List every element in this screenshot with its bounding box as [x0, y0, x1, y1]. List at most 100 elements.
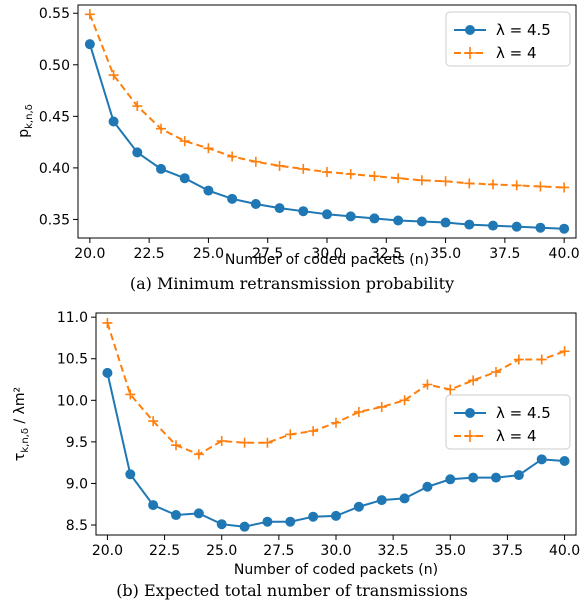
data-point	[239, 521, 250, 532]
x-tick-label: 30.0	[320, 543, 351, 559]
x-tick-label: 40.0	[549, 543, 580, 559]
figure-caption-a: (a) Minimum retransmission probability	[130, 274, 454, 293]
x-tick-label: 22.5	[149, 543, 180, 559]
data-point	[399, 395, 410, 406]
data-point	[148, 500, 159, 511]
data-point	[274, 203, 285, 214]
series-layer	[84, 9, 570, 234]
data-point	[345, 169, 356, 180]
data-point	[102, 317, 113, 328]
data-point	[216, 519, 227, 530]
data-point	[513, 354, 524, 365]
data-point	[250, 198, 261, 209]
data-point	[376, 495, 387, 506]
chart-panel-b: 20.0 22.5 25.0 27.5 30.0 32.5 35.0 37.5 40.0 8.5…	[12, 310, 580, 600]
data-point	[132, 101, 143, 112]
data-point	[102, 367, 113, 378]
data-point	[536, 354, 547, 365]
data-point	[227, 193, 238, 204]
x-axis-label: Number of coded packets (n)	[234, 562, 438, 578]
x-tick-label: 35.0	[435, 543, 466, 559]
y-tick-label: 0.55	[39, 6, 70, 22]
data-point	[416, 216, 427, 227]
data-point	[179, 136, 190, 147]
y-axis-label: τk,n,δ / λm²	[12, 387, 31, 461]
data-point	[511, 221, 522, 232]
data-point	[84, 39, 95, 50]
data-point	[156, 123, 166, 134]
y-tick-label: 10.0	[57, 393, 88, 409]
x-axis-ticks: 20.0 22.5 25.0 27.5 30.0 32.5 35.0 37.5 40.0	[74, 238, 580, 262]
y-axis-ticks: 8.5 9.0 9.5 10.0 10.5 11.0	[57, 310, 96, 534]
data-point	[440, 217, 451, 228]
data-point	[308, 426, 319, 437]
x-tick-label: 25.0	[206, 543, 237, 559]
data-point	[422, 481, 433, 492]
data-point	[353, 406, 364, 417]
data-point	[491, 472, 501, 483]
data-point	[369, 213, 380, 224]
data-point	[108, 70, 119, 81]
legend: λ = 4.5 λ = 4	[445, 11, 571, 67]
x-tick-label: 35.0	[430, 246, 461, 262]
data-point	[491, 367, 501, 378]
x-tick-label: 30.0	[311, 246, 342, 262]
legend-marker-series-a	[465, 408, 475, 418]
data-point	[125, 469, 136, 480]
data-point	[511, 180, 522, 191]
x-tick-label: 20.0	[74, 246, 105, 262]
data-point	[559, 223, 570, 234]
data-point	[393, 173, 404, 184]
data-point	[262, 437, 273, 448]
series-layer	[102, 317, 570, 532]
x-tick-label: 20.0	[92, 543, 123, 559]
data-point	[468, 375, 479, 386]
y-axis-label-symbol: τ	[12, 453, 28, 461]
data-point	[156, 163, 166, 174]
data-point	[535, 181, 546, 192]
data-point	[171, 440, 181, 451]
x-tick-label: 25.0	[193, 246, 224, 262]
y-tick-label: 0.50	[39, 58, 70, 74]
y-tick-label: 0.35	[39, 212, 70, 228]
data-point	[445, 474, 456, 485]
data-point	[422, 379, 433, 390]
x-tick-label: 27.5	[252, 246, 283, 262]
y-axis-label: pk,n,δ	[16, 104, 35, 138]
data-point	[203, 185, 214, 196]
x-tick-label: 32.5	[371, 246, 402, 262]
y-axis-label-suffix: / λm²	[12, 387, 28, 428]
data-point	[322, 167, 332, 178]
legend-marker-series-b	[464, 430, 476, 442]
data-point	[416, 175, 427, 186]
data-point	[322, 209, 332, 220]
y-axis-ticks: 0.35 0.40 0.45 0.50 0.55	[39, 6, 78, 228]
x-axis-label: Number of coded packets (n)	[225, 252, 429, 268]
y-tick-label: 8.5	[66, 518, 88, 534]
x-tick-label: 27.5	[263, 543, 294, 559]
x-tick-label: 40.0	[549, 246, 580, 262]
legend-label-series-a: λ = 4.5	[496, 404, 551, 422]
data-point	[298, 163, 309, 174]
legend-marker-series-a	[465, 25, 475, 35]
data-point	[216, 436, 227, 447]
data-point	[148, 416, 159, 427]
x-tick-label: 37.5	[489, 246, 520, 262]
y-tick-label: 0.40	[39, 161, 70, 177]
data-point	[488, 179, 498, 190]
data-point	[345, 211, 356, 222]
x-tick-label: 32.5	[378, 543, 409, 559]
data-point	[285, 516, 296, 527]
data-point	[393, 215, 404, 226]
x-tick-label: 37.5	[492, 543, 523, 559]
y-tick-label: 9.0	[66, 476, 88, 492]
figure-caption-b: (b) Expected total number of transmissio…	[116, 581, 468, 600]
data-point	[125, 389, 136, 400]
legend-label-series-b: λ = 4	[496, 44, 537, 62]
x-axis-ticks: 20.0 22.5 25.0 27.5 30.0 32.5 35.0 37.5 40.0	[92, 535, 580, 559]
data-point	[536, 454, 547, 465]
data-point	[179, 173, 190, 184]
x-tick-label: 22.5	[134, 246, 165, 262]
data-point	[262, 516, 273, 527]
data-point	[227, 151, 238, 162]
